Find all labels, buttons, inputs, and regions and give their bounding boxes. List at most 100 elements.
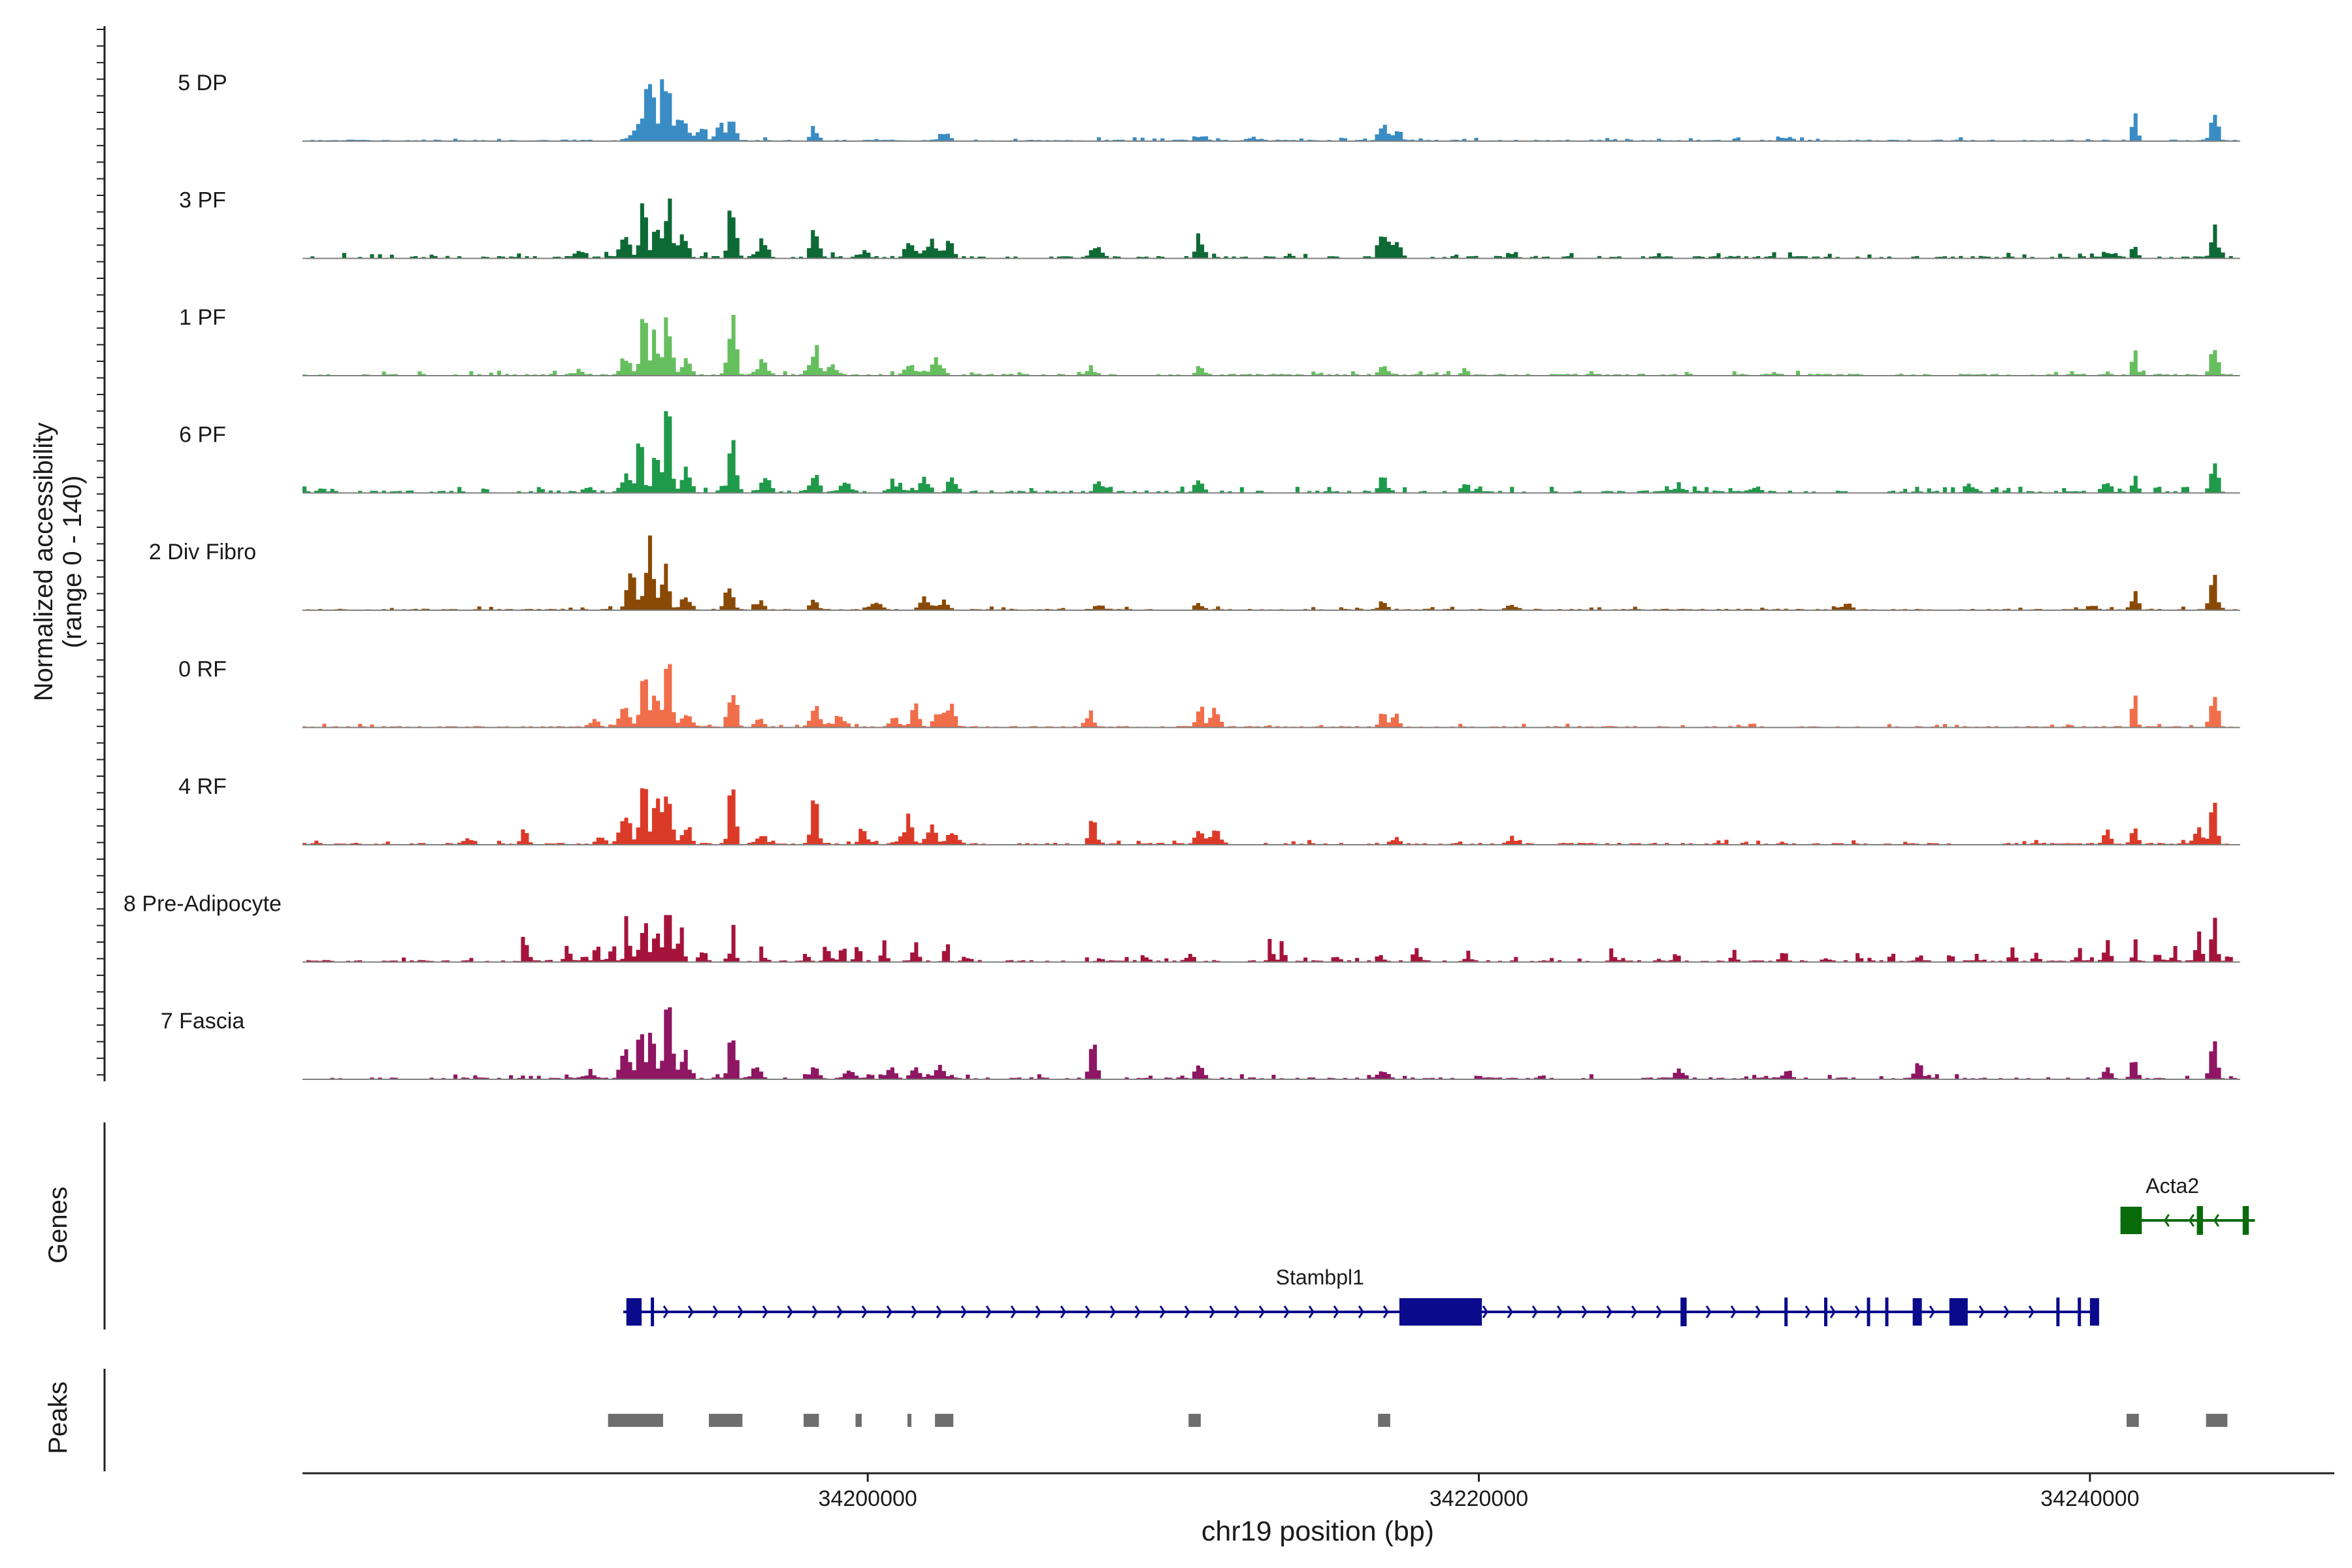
gene-exon [1867,1298,1870,1326]
gene-strand-chevron [861,1305,868,1318]
gene-strand-chevron [1556,1305,1563,1318]
y-axis-label: Normalized accessibility (range 0 - 140) [29,423,87,702]
gene-exon [2197,1206,2203,1235]
track-coverage-area [302,535,2238,610]
track-7: 4 RF [178,774,2240,845]
track-label: 8 Pre-Adipocyte [123,892,282,917]
track-label: 5 DP [178,71,227,95]
track-coverage-area [302,1007,2238,1079]
gene-strand-chevron [1631,1305,1637,1318]
gene-strand-chevron [2213,1214,2219,1227]
gene-strand-chevron [1606,1305,1612,1318]
track-8: 8 Pre-Adipocyte [123,892,2240,963]
peak-region [804,1414,819,1427]
gene-strand-chevron [2163,1214,2170,1227]
peak-region [855,1414,862,1427]
track-coverage-area [302,411,2238,493]
gene-strand-chevron [836,1305,843,1318]
track-4: 6 PF [179,411,2240,494]
gene-exon [626,1298,642,1326]
coverage-tracks: 5 DP 3 PF 1 PF 6 PF 2 Div Fibro 0 RF 4 RF 8 Pre… [97,26,2240,1081]
gene-strand-chevron [1010,1305,1017,1318]
track-label: 4 RF [178,774,227,799]
peak-region [2206,1414,2228,1427]
gene-strand-chevron [1085,1305,1091,1318]
gene-strand-chevron [1507,1305,1513,1318]
track-1: 5 DP [178,71,2240,142]
gene-strand-chevron [2028,1305,2034,1318]
gene-strand-chevron [712,1305,719,1318]
gene-exon [2078,1298,2082,1326]
track-coverage-area [302,915,2238,962]
gene-exon [1680,1298,1687,1326]
track-5: 2 Div Fibro [149,535,2240,611]
gene-acta2: Acta2 [2120,1174,2255,1235]
peak-region [608,1414,663,1427]
gene-strand-chevron [762,1305,768,1318]
gene-strand-chevron [1581,1305,1588,1318]
gene-exon [2242,1206,2249,1235]
gene-strand-chevron [1730,1305,1737,1318]
x-axis-title: chr19 position (bp) [1201,1516,1434,1547]
gene-strand-chevron [1159,1305,1166,1318]
track-2: 3 PF [179,188,2240,259]
gene-strand-chevron [1482,1305,1488,1318]
gene-strand-chevron [1656,1305,1662,1318]
track-label: 3 PF [179,188,226,213]
track-6: 0 RF [178,657,2240,728]
track-label: 2 Div Fibro [149,540,256,564]
gene-strand-chevron [1978,1305,1985,1318]
gene-strand-chevron [985,1305,992,1318]
gene-exon [2120,1207,2142,1234]
gene-strand-chevron [811,1305,818,1318]
gene-strand-chevron [911,1305,917,1318]
gene-strand-chevron [1035,1305,1041,1318]
gene-strand-chevron [1531,1305,1538,1318]
gene-strand-chevron [1929,1305,1935,1318]
peak-region [935,1414,954,1427]
gene-strand-chevron [2003,1305,2010,1318]
track-label: 1 PF [179,305,226,330]
gene-exon [1912,1298,1922,1326]
gene-strand-chevron [1333,1305,1339,1318]
track-label: 0 RF [178,657,227,682]
gene-exon [1949,1298,1968,1326]
gene-exon [2089,1298,2099,1326]
track-label: 7 Fascia [161,1009,245,1034]
gene-strand-chevron [1184,1305,1190,1318]
track-3: 1 PF [179,305,2240,376]
gene-strand-chevron [1283,1305,1290,1318]
gene-strand-chevron [1134,1305,1141,1318]
gene-label: Acta2 [2146,1174,2199,1198]
gene-strand-chevron [787,1305,793,1318]
gene-strand-chevron [737,1305,743,1318]
gene-strand-chevron [936,1305,942,1318]
gene-strand-chevron [1382,1305,1389,1318]
gene-strand-chevron [960,1305,967,1318]
gene-stambpl1: Stambpl1 [623,1266,2099,1326]
x-axis: 34200000 34220000 34240000 [302,1472,2334,1511]
track-label: 6 PF [179,423,226,448]
gene-strand-chevron [662,1305,669,1318]
genes-panel-label: Genes [44,1186,73,1264]
peak-region [2127,1414,2139,1427]
y-axis-label-line2: (range 0 - 140) [58,476,87,649]
gene-exon [1784,1298,1788,1326]
peak-region [709,1414,743,1427]
gene-exon [1399,1298,1482,1326]
x-axis-tick-label: 34200000 [819,1486,917,1511]
gene-strand-chevron [687,1305,694,1318]
track-coverage-area [302,198,2238,259]
track-9: 7 Fascia [161,1007,2240,1080]
track-coverage-area [302,664,2238,728]
gene-strand-chevron [1755,1305,1761,1318]
gene-label: Stambpl1 [1276,1266,1364,1289]
x-axis-tick-label: 34220000 [1429,1486,1528,1511]
gene-annotations: Acta2 Stambpl1 [103,1122,2255,1330]
gene-strand-chevron [1805,1305,1811,1318]
gene-strand-chevron [1060,1305,1066,1318]
peak-regions [103,1369,2228,1471]
gene-strand-chevron [1829,1305,1836,1318]
peaks-panel-label: Peaks [44,1381,73,1454]
gene-exon [2056,1298,2060,1326]
